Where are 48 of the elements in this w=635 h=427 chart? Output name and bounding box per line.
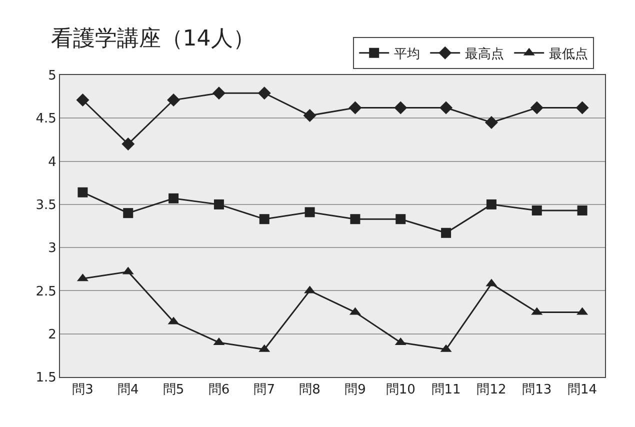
- point: [167, 94, 180, 107]
- x-tick-label: 問6: [208, 382, 230, 398]
- legend-label: 最低点: [549, 46, 588, 62]
- x-tick-label: 問9: [344, 382, 366, 398]
- x-tick-label: 問11: [431, 382, 461, 398]
- point: [122, 138, 135, 151]
- point: [532, 205, 542, 216]
- x-tick-label: 問7: [254, 382, 276, 398]
- y-tick-label: 2.5: [36, 284, 56, 300]
- y-tick-label: 4.5: [36, 112, 56, 127]
- point: [123, 208, 134, 218]
- y-tick-label: 5: [48, 68, 56, 84]
- point: [78, 187, 88, 198]
- legend-label: 平均: [394, 46, 420, 62]
- point: [350, 214, 360, 224]
- point: [76, 94, 90, 107]
- point: [258, 86, 271, 100]
- point: [440, 101, 453, 114]
- x-tick-label: 問3: [72, 382, 94, 398]
- x-tick-label: 問5: [162, 382, 184, 398]
- point: [486, 199, 496, 210]
- x-tick-label: 問13: [522, 382, 552, 398]
- point: [576, 101, 589, 114]
- y-tick-label: 1.5: [36, 370, 56, 386]
- point: [396, 214, 406, 224]
- x-tick-label: 問12: [476, 382, 506, 398]
- y-tick-label: 3: [48, 241, 56, 256]
- point: [168, 193, 179, 204]
- y-tick-label: 4: [48, 154, 56, 170]
- point: [303, 109, 316, 122]
- x-tick-label: 問4: [117, 382, 139, 398]
- point: [530, 101, 544, 114]
- chart-title: 看護学講座（14人）: [50, 26, 255, 52]
- y-tick-label: 3.5: [36, 198, 56, 213]
- y-tick-label: 2: [48, 327, 56, 342]
- point: [577, 205, 588, 216]
- point: [441, 228, 452, 238]
- x-tick-label: 問8: [299, 382, 320, 398]
- point: [214, 199, 224, 210]
- point: [212, 86, 226, 100]
- point: [394, 101, 408, 114]
- legend-label: 最高点: [465, 46, 504, 62]
- x-tick-label: 問10: [386, 382, 416, 398]
- point: [304, 207, 315, 218]
- point: [484, 116, 498, 129]
- x-tick-label: 問14: [568, 382, 598, 398]
- point: [348, 101, 362, 114]
- point: [259, 214, 270, 224]
